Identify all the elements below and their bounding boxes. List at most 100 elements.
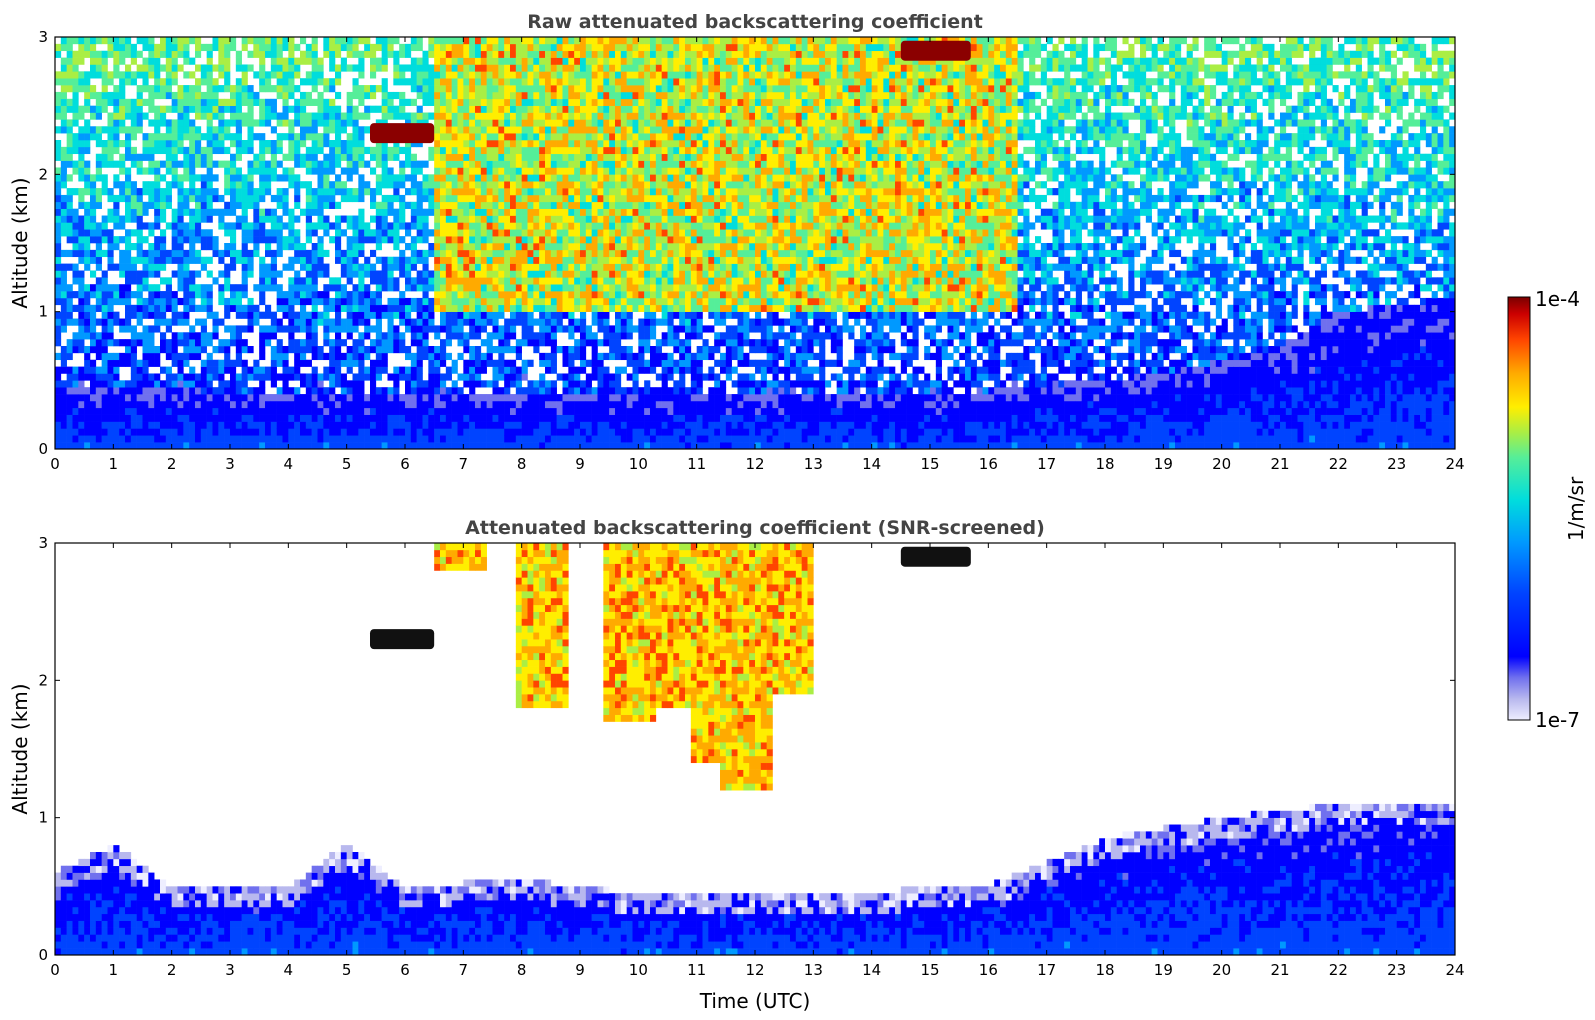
heatmap-cell (107, 243, 114, 251)
heatmap-cell (399, 256, 406, 264)
heatmap-cell (574, 442, 581, 449)
heatmap-cell (189, 373, 196, 381)
heatmap-cell (55, 146, 62, 155)
heatmap-cell (375, 407, 382, 415)
heatmap-cell (504, 277, 511, 285)
heatmap-cell (346, 359, 353, 367)
heatmap-cell (90, 339, 97, 347)
heatmap-cell (230, 373, 237, 381)
heatmap-cell (253, 400, 260, 409)
heatmap-cell (206, 146, 213, 155)
heatmap-cell (603, 167, 610, 175)
heatmap-cell (510, 400, 517, 409)
heatmap-cell (212, 140, 219, 148)
heatmap-cell (626, 229, 633, 237)
heatmap-cell (510, 181, 517, 189)
heatmap-cell (580, 428, 587, 436)
heatmap-cell (317, 256, 324, 264)
heatmap-cell (416, 284, 423, 292)
heatmap-cell (352, 291, 359, 299)
heatmap-cell (148, 98, 155, 106)
heatmap-cell (311, 208, 318, 216)
heatmap-cell (364, 311, 371, 319)
heatmap-cell (130, 394, 137, 402)
heatmap-cell (591, 112, 598, 120)
heatmap-cell (288, 297, 295, 306)
heatmap-cell (206, 236, 213, 244)
heatmap-cell (498, 442, 505, 449)
heatmap-cell (101, 85, 108, 93)
heatmap-cell (568, 277, 575, 285)
heatmap-cell (241, 78, 248, 86)
heatmap-cell (498, 43, 505, 52)
heatmap-cell (469, 332, 476, 340)
heatmap-cell (218, 146, 225, 155)
heatmap-cell (475, 346, 482, 354)
heatmap-cell (130, 373, 137, 381)
heatmap-cell (521, 133, 528, 141)
heatmap-cell (475, 394, 482, 402)
heatmap-cell (171, 215, 178, 223)
heatmap-cell (626, 284, 633, 292)
heatmap-cell (130, 366, 137, 374)
heatmap-cell (521, 311, 528, 319)
heatmap-cell (200, 153, 207, 161)
heatmap-cell (72, 277, 79, 285)
heatmap-cell (580, 222, 587, 230)
heatmap-cell (521, 359, 528, 367)
heatmap-cell (492, 270, 499, 278)
heatmap-cell (422, 236, 429, 244)
heatmap-cell (405, 318, 412, 326)
heatmap-cell (550, 243, 557, 251)
heatmap-cell (585, 167, 592, 175)
heatmap-cell (195, 105, 202, 113)
heatmap-cell (160, 194, 167, 203)
heatmap-cell (294, 236, 301, 244)
heatmap-cell (119, 126, 126, 134)
heatmap-cell (515, 71, 522, 79)
heatmap-cell (556, 291, 563, 299)
heatmap-cell (399, 181, 406, 189)
heatmap-cell (375, 421, 382, 429)
heatmap-cell (241, 380, 248, 388)
heatmap-cell (504, 318, 511, 326)
heatmap-cell (160, 394, 167, 402)
heatmap-cell (195, 133, 202, 141)
heatmap-cell (288, 229, 295, 237)
heatmap-cell (585, 119, 592, 127)
heatmap-cell (60, 435, 67, 443)
heatmap-cell (609, 263, 616, 271)
heatmap-cell (556, 181, 563, 189)
heatmap-cell (480, 442, 487, 449)
heatmap-cell (370, 346, 377, 354)
heatmap-cell (148, 428, 155, 436)
heatmap-cell (469, 119, 476, 127)
heatmap-cell (545, 181, 552, 189)
heatmap-cell (305, 270, 312, 278)
heatmap-cell (78, 160, 85, 168)
heatmap-cell (492, 435, 499, 443)
heatmap-cell (405, 435, 412, 443)
heatmap-cell (212, 43, 219, 52)
heatmap-cell (265, 119, 272, 127)
heatmap-cell (370, 311, 377, 319)
heatmap-cell (463, 98, 470, 106)
heatmap-cell (265, 37, 272, 45)
heatmap-cell (440, 140, 447, 148)
heatmap-cell (352, 105, 359, 113)
heatmap-cell (527, 78, 534, 86)
heatmap-cell (288, 291, 295, 299)
heatmap-cell (101, 373, 108, 381)
heatmap-cell (311, 71, 318, 79)
heatmap-cell (95, 346, 102, 354)
heatmap-cell (136, 421, 143, 429)
heatmap-cell (171, 270, 178, 278)
heatmap-cell (492, 85, 499, 93)
heatmap-cell (504, 346, 511, 354)
heatmap-cell (463, 201, 470, 209)
heatmap-cell (136, 442, 143, 449)
heatmap-cell (148, 387, 155, 395)
heatmap-cell (148, 181, 155, 189)
heatmap-cell (276, 188, 283, 196)
heatmap-cell (78, 243, 85, 251)
